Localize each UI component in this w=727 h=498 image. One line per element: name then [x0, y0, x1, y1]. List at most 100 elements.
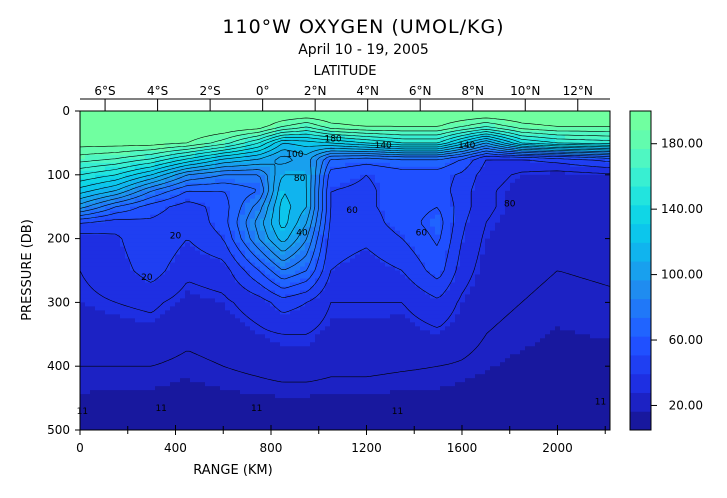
field-cell [250, 210, 256, 216]
field-cell [365, 122, 371, 128]
field-cell [320, 410, 326, 415]
field-cell [330, 422, 336, 427]
field-cell [200, 306, 206, 311]
field-cell [305, 278, 311, 284]
field-cell [345, 142, 351, 148]
field-cell [295, 274, 301, 280]
field-cell [160, 186, 166, 192]
field-cell [255, 170, 261, 176]
field-cell [210, 422, 216, 427]
field-cell [155, 358, 161, 363]
field-cell [210, 426, 216, 430]
field-cell [350, 310, 356, 315]
field-cell [315, 254, 321, 260]
field-cell [195, 186, 201, 192]
field-cell [375, 122, 381, 128]
field-cell [120, 326, 126, 331]
field-cell [345, 334, 351, 339]
field-cell [250, 270, 256, 276]
field-cell [155, 174, 161, 180]
field-cell [295, 186, 301, 192]
field-cell [220, 118, 226, 124]
field-cell [335, 374, 341, 379]
field-cell [100, 326, 106, 331]
field-cell [275, 362, 281, 367]
field-cell [280, 202, 286, 208]
field-cell [215, 362, 221, 367]
field-cell [370, 238, 376, 244]
field-cell [295, 210, 301, 216]
field-cell [345, 234, 351, 240]
field-cell [290, 186, 296, 192]
field-cell [340, 414, 346, 419]
field-cell [320, 310, 326, 315]
field-cell [285, 242, 291, 248]
field-cell [95, 374, 101, 379]
field-cell [195, 111, 201, 116]
field-cell [385, 238, 391, 244]
field-cell [170, 230, 176, 236]
field-cell [135, 398, 141, 403]
field-cell [225, 186, 231, 192]
field-cell [305, 318, 311, 323]
field-cell [225, 138, 231, 144]
field-cell [360, 174, 366, 180]
field-cell [185, 166, 191, 172]
field-cell [180, 330, 186, 335]
field-cell [385, 422, 391, 427]
field-cell [280, 382, 286, 387]
field-cell [215, 402, 221, 407]
field-cell [285, 122, 291, 128]
field-cell [160, 418, 166, 423]
field-cell [160, 150, 166, 156]
field-cell [275, 394, 281, 399]
field-cell [325, 326, 331, 331]
field-cell [220, 186, 226, 192]
field-cell [350, 270, 356, 276]
field-cell [90, 198, 96, 204]
field-cell [210, 202, 216, 208]
field-cell [310, 146, 316, 152]
field-cell [330, 146, 336, 152]
field-cell [375, 242, 381, 248]
field-cell [310, 206, 316, 212]
field-cell [200, 162, 206, 168]
field-cell [210, 286, 216, 292]
field-cell [335, 358, 341, 363]
field-cell [260, 186, 266, 192]
field-cell [195, 362, 201, 367]
field-cell [80, 410, 86, 415]
field-cell [320, 270, 326, 276]
field-cell [175, 138, 181, 144]
field-cell [105, 190, 111, 196]
field-cell [85, 246, 91, 252]
field-cell [95, 174, 101, 180]
field-cell [120, 262, 126, 268]
field-cell [235, 186, 241, 192]
field-cell [135, 366, 141, 371]
field-cell [365, 190, 371, 196]
field-cell [345, 358, 351, 363]
field-cell [290, 170, 296, 176]
field-cell [280, 242, 286, 248]
field-cell [105, 374, 111, 379]
field-cell [230, 210, 236, 216]
field-cell [275, 222, 281, 228]
field-cell [160, 282, 166, 288]
field-cell [250, 222, 256, 228]
field-cell [180, 302, 186, 307]
field-cell [90, 318, 96, 323]
field-cell [95, 346, 101, 351]
field-cell [305, 226, 311, 232]
field-cell [385, 286, 391, 292]
field-cell [355, 158, 361, 164]
field-cell [165, 286, 171, 292]
field-cell [90, 362, 96, 367]
field-cell [255, 282, 261, 288]
field-cell [100, 282, 106, 288]
field-cell [290, 314, 296, 319]
field-cell [285, 222, 291, 228]
field-cell [125, 250, 131, 256]
field-cell [375, 314, 381, 319]
field-cell [255, 354, 261, 359]
